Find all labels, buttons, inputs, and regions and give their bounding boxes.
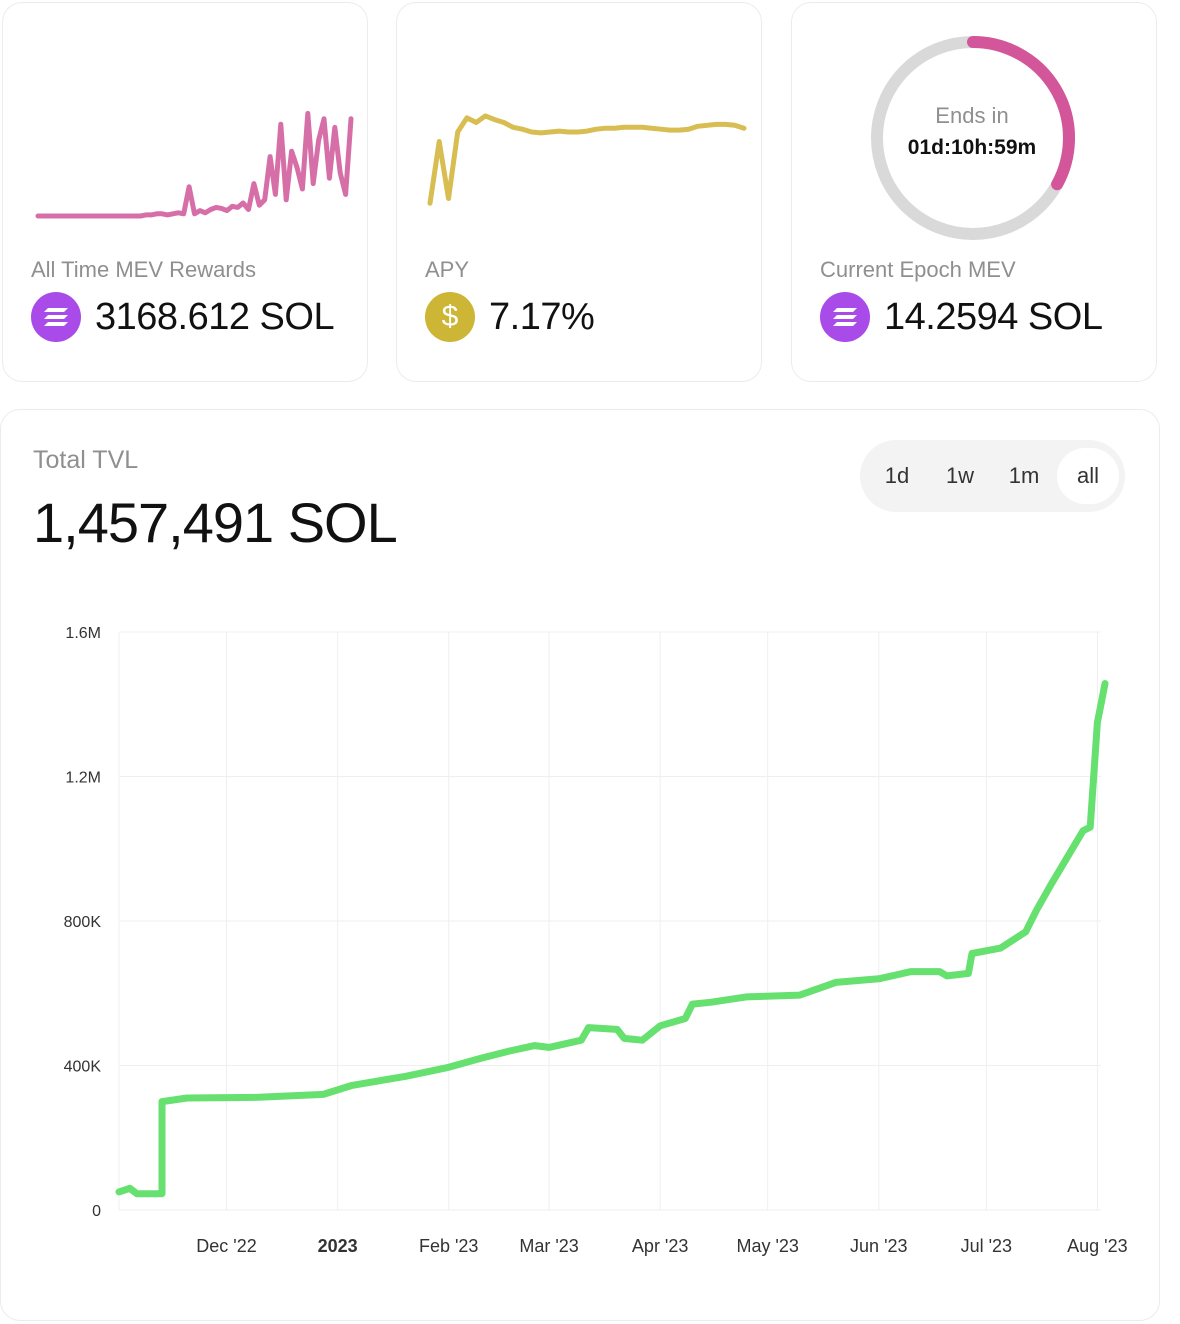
dollar-icon: $ [425, 292, 475, 342]
range-1d-button[interactable]: 1d [884, 463, 910, 488]
apy-spark-line [427, 113, 747, 206]
x-tick-label: Apr '23 [632, 1236, 688, 1256]
tvl-value: 1,457,491 SOL [33, 491, 398, 554]
x-tick-label: Mar '23 [519, 1236, 578, 1256]
mev-sparkline [35, 110, 354, 219]
apy-sparkline [427, 113, 747, 206]
tvl-series-line [115, 680, 1109, 1198]
y-tick-label: 400K [64, 1059, 102, 1076]
y-tick-label: 0 [92, 1203, 101, 1220]
apy-value: 7.17% [489, 295, 595, 338]
tvl-card: 0 400K 800K 1.2M 1.6M Dec '22 2023 Feb '23 Mar '… [0, 409, 1160, 1321]
solana-icon [31, 292, 81, 342]
epoch-mev-value: 14.2594 SOL [884, 295, 1103, 338]
apy-label: APY [425, 257, 470, 282]
x-tick-label: Dec '22 [196, 1236, 256, 1256]
mev-spark-line [35, 110, 354, 219]
range-selector: 1d 1w 1m all [860, 440, 1125, 512]
y-tick-label: 1.2M [65, 770, 101, 787]
x-tick-label: Jul '23 [961, 1236, 1012, 1256]
range-1w-button[interactable]: 1w [945, 463, 975, 488]
tvl-title: Total TVL [33, 446, 139, 474]
x-tick-label: Jun '23 [850, 1236, 907, 1256]
epoch-mev-card: Ends in 01d:10h:59m Current Epoch MEV 14… [791, 2, 1157, 382]
ring-progress [967, 36, 1075, 191]
x-tick-label: Aug '23 [1067, 1236, 1128, 1256]
y-tick-label: 1.6M [65, 625, 101, 642]
x-tick-label: May '23 [736, 1236, 798, 1256]
epoch-mev-label: Current Epoch MEV [820, 257, 1016, 282]
range-all-button[interactable]: all [1057, 448, 1119, 504]
x-tick-label: 2023 [318, 1236, 358, 1256]
y-tick-label: 800K [64, 914, 102, 931]
mev-rewards-value: 3168.612 SOL [95, 295, 335, 338]
ring-label: Ends in [935, 103, 1009, 128]
mev-rewards-card: All Time MEV Rewards 3168.612 SOL [2, 2, 368, 382]
epoch-progress-ring [871, 36, 1075, 240]
tvl-chart: 0 400K 800K 1.2M 1.6M Dec '22 2023 Feb '23 Mar '… [64, 625, 1128, 1256]
ring-countdown: 01d:10h:59m [907, 136, 1037, 159]
solana-icon [820, 292, 870, 342]
range-1m-button[interactable]: 1m [1008, 463, 1040, 488]
mev-rewards-label: All Time MEV Rewards [31, 257, 256, 282]
x-tick-label: Feb '23 [419, 1236, 478, 1256]
apy-card: APY $ 7.17% [396, 2, 762, 382]
